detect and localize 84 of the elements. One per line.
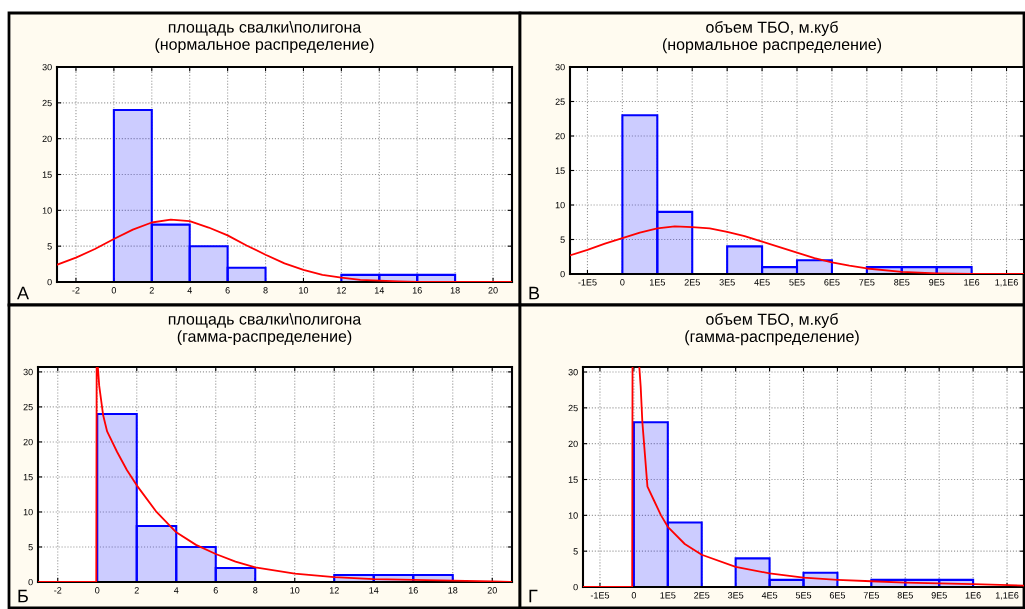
y-tick-label: 30 (42, 63, 52, 71)
y-tick-label: 5 (47, 243, 52, 250)
x-tick-label: 14 (369, 587, 379, 594)
y-tick-label: 25 (555, 98, 565, 105)
y-tick-label: 30 (568, 368, 578, 376)
text: Б (18, 589, 28, 603)
x-tick-label: 12 (337, 287, 346, 294)
x-tick-label: 9E5 (931, 592, 947, 599)
chart-title: площадь свалки\полигона (нормальное распределение) (155, 21, 374, 54)
text: А (17, 286, 30, 300)
x-tick-label: 2 (149, 287, 154, 294)
x-tick-label: 7E5 (859, 279, 875, 286)
x-tick-label: 1,1E6 (995, 592, 1019, 600)
y-tick-label: 5 (573, 548, 578, 555)
x-tick-label: 1E5 (660, 592, 676, 599)
x-tick-label: 1E5 (649, 279, 665, 286)
x-tick-label: 0 (95, 587, 100, 594)
y-tick-label: 5 (560, 236, 565, 243)
x-tick-label: 8E5 (894, 279, 910, 286)
y-tick-label: 5 (28, 544, 33, 551)
y-tick-label: 20 (568, 440, 578, 448)
x-tick-label: 0 (111, 287, 117, 294)
x-tick-label: 2E5 (694, 592, 710, 599)
chart-title: объем ТБО, м.куб (нормальное распределение) (662, 21, 882, 54)
x-tick-label: 5E5 (795, 592, 812, 599)
y-tick-label: 25 (23, 403, 33, 411)
y-tick-label: 0 (560, 270, 565, 278)
x-tick-label: 20 (487, 587, 497, 594)
x-tick-label: 2 (134, 587, 139, 594)
x-tick-label: 4E5 (754, 279, 770, 286)
x-tick-label: 5E5 (789, 279, 805, 286)
y-tick-label: 10 (23, 508, 33, 516)
chart-title: объем ТБО, м.куб (гамма-распределение) (685, 313, 859, 346)
x-tick-label: 0 (631, 592, 637, 599)
y-tick-label: 15 (555, 167, 565, 174)
x-tick-label: 16 (408, 587, 418, 594)
x-tick-label: 2E5 (684, 279, 700, 286)
y-tick-label: 30 (555, 63, 565, 71)
y-tick-label: 20 (555, 132, 565, 140)
x-tick-label: 8 (263, 287, 268, 294)
x-tick-label: 3E5 (727, 592, 744, 599)
x-tick-label: 6E5 (829, 592, 846, 599)
x-tick-label: -1E5 (590, 592, 610, 599)
y-tick-label: 20 (23, 438, 33, 446)
x-tick-label: 3E5 (719, 279, 735, 286)
x-tick-label: -1E5 (578, 279, 597, 286)
y-tick-label: 15 (568, 476, 578, 483)
x-tick-label: 4E5 (761, 592, 778, 599)
x-tick-label: 1E6 (965, 592, 981, 599)
x-tick-label: 8E5 (897, 592, 913, 599)
x-tick-label: -2 (54, 587, 62, 594)
x-tick-label: 20 (488, 287, 498, 294)
x-tick-label: 7E5 (863, 592, 879, 599)
x-tick-label: 18 (448, 587, 458, 594)
y-tick-label: 10 (42, 207, 52, 214)
x-tick-label: 14 (374, 287, 385, 294)
x-tick-label: -2 (72, 287, 80, 294)
x-tick-label: 9E5 (929, 279, 945, 286)
x-tick-label: 12 (329, 587, 339, 594)
y-tick-label: 25 (42, 99, 52, 107)
x-tick-label: 4 (187, 287, 192, 294)
y-tick-label: 0 (28, 578, 33, 586)
text: В (529, 286, 540, 300)
x-tick-label: 6 (213, 587, 218, 594)
x-tick-label: 1E6 (964, 279, 980, 286)
y-tick-label: 15 (42, 171, 52, 178)
x-tick-label: 18 (450, 287, 460, 294)
y-tick-label: 10 (568, 512, 578, 519)
y-tick-label: 20 (42, 135, 52, 143)
x-tick-label: 8 (253, 587, 258, 594)
x-tick-label: 4 (173, 587, 179, 594)
x-tick-label: 10 (299, 287, 309, 294)
x-tick-label: 16 (412, 287, 422, 294)
y-tick-label: 30 (23, 368, 33, 376)
x-tick-label: 0 (620, 279, 625, 286)
x-tick-label: 6 (225, 287, 230, 294)
y-tick-label: 25 (568, 404, 578, 412)
y-tick-label: 10 (555, 201, 565, 209)
y-tick-label: 15 (23, 474, 33, 481)
x-tick-label: 6E5 (824, 279, 840, 286)
x-tick-label: 1,1E6 (995, 279, 1018, 287)
x-tick-label: 10 (290, 587, 300, 594)
chart-title: площадь свалки\полигона (гамма-распределение) (168, 313, 362, 346)
text: Г (529, 589, 538, 603)
